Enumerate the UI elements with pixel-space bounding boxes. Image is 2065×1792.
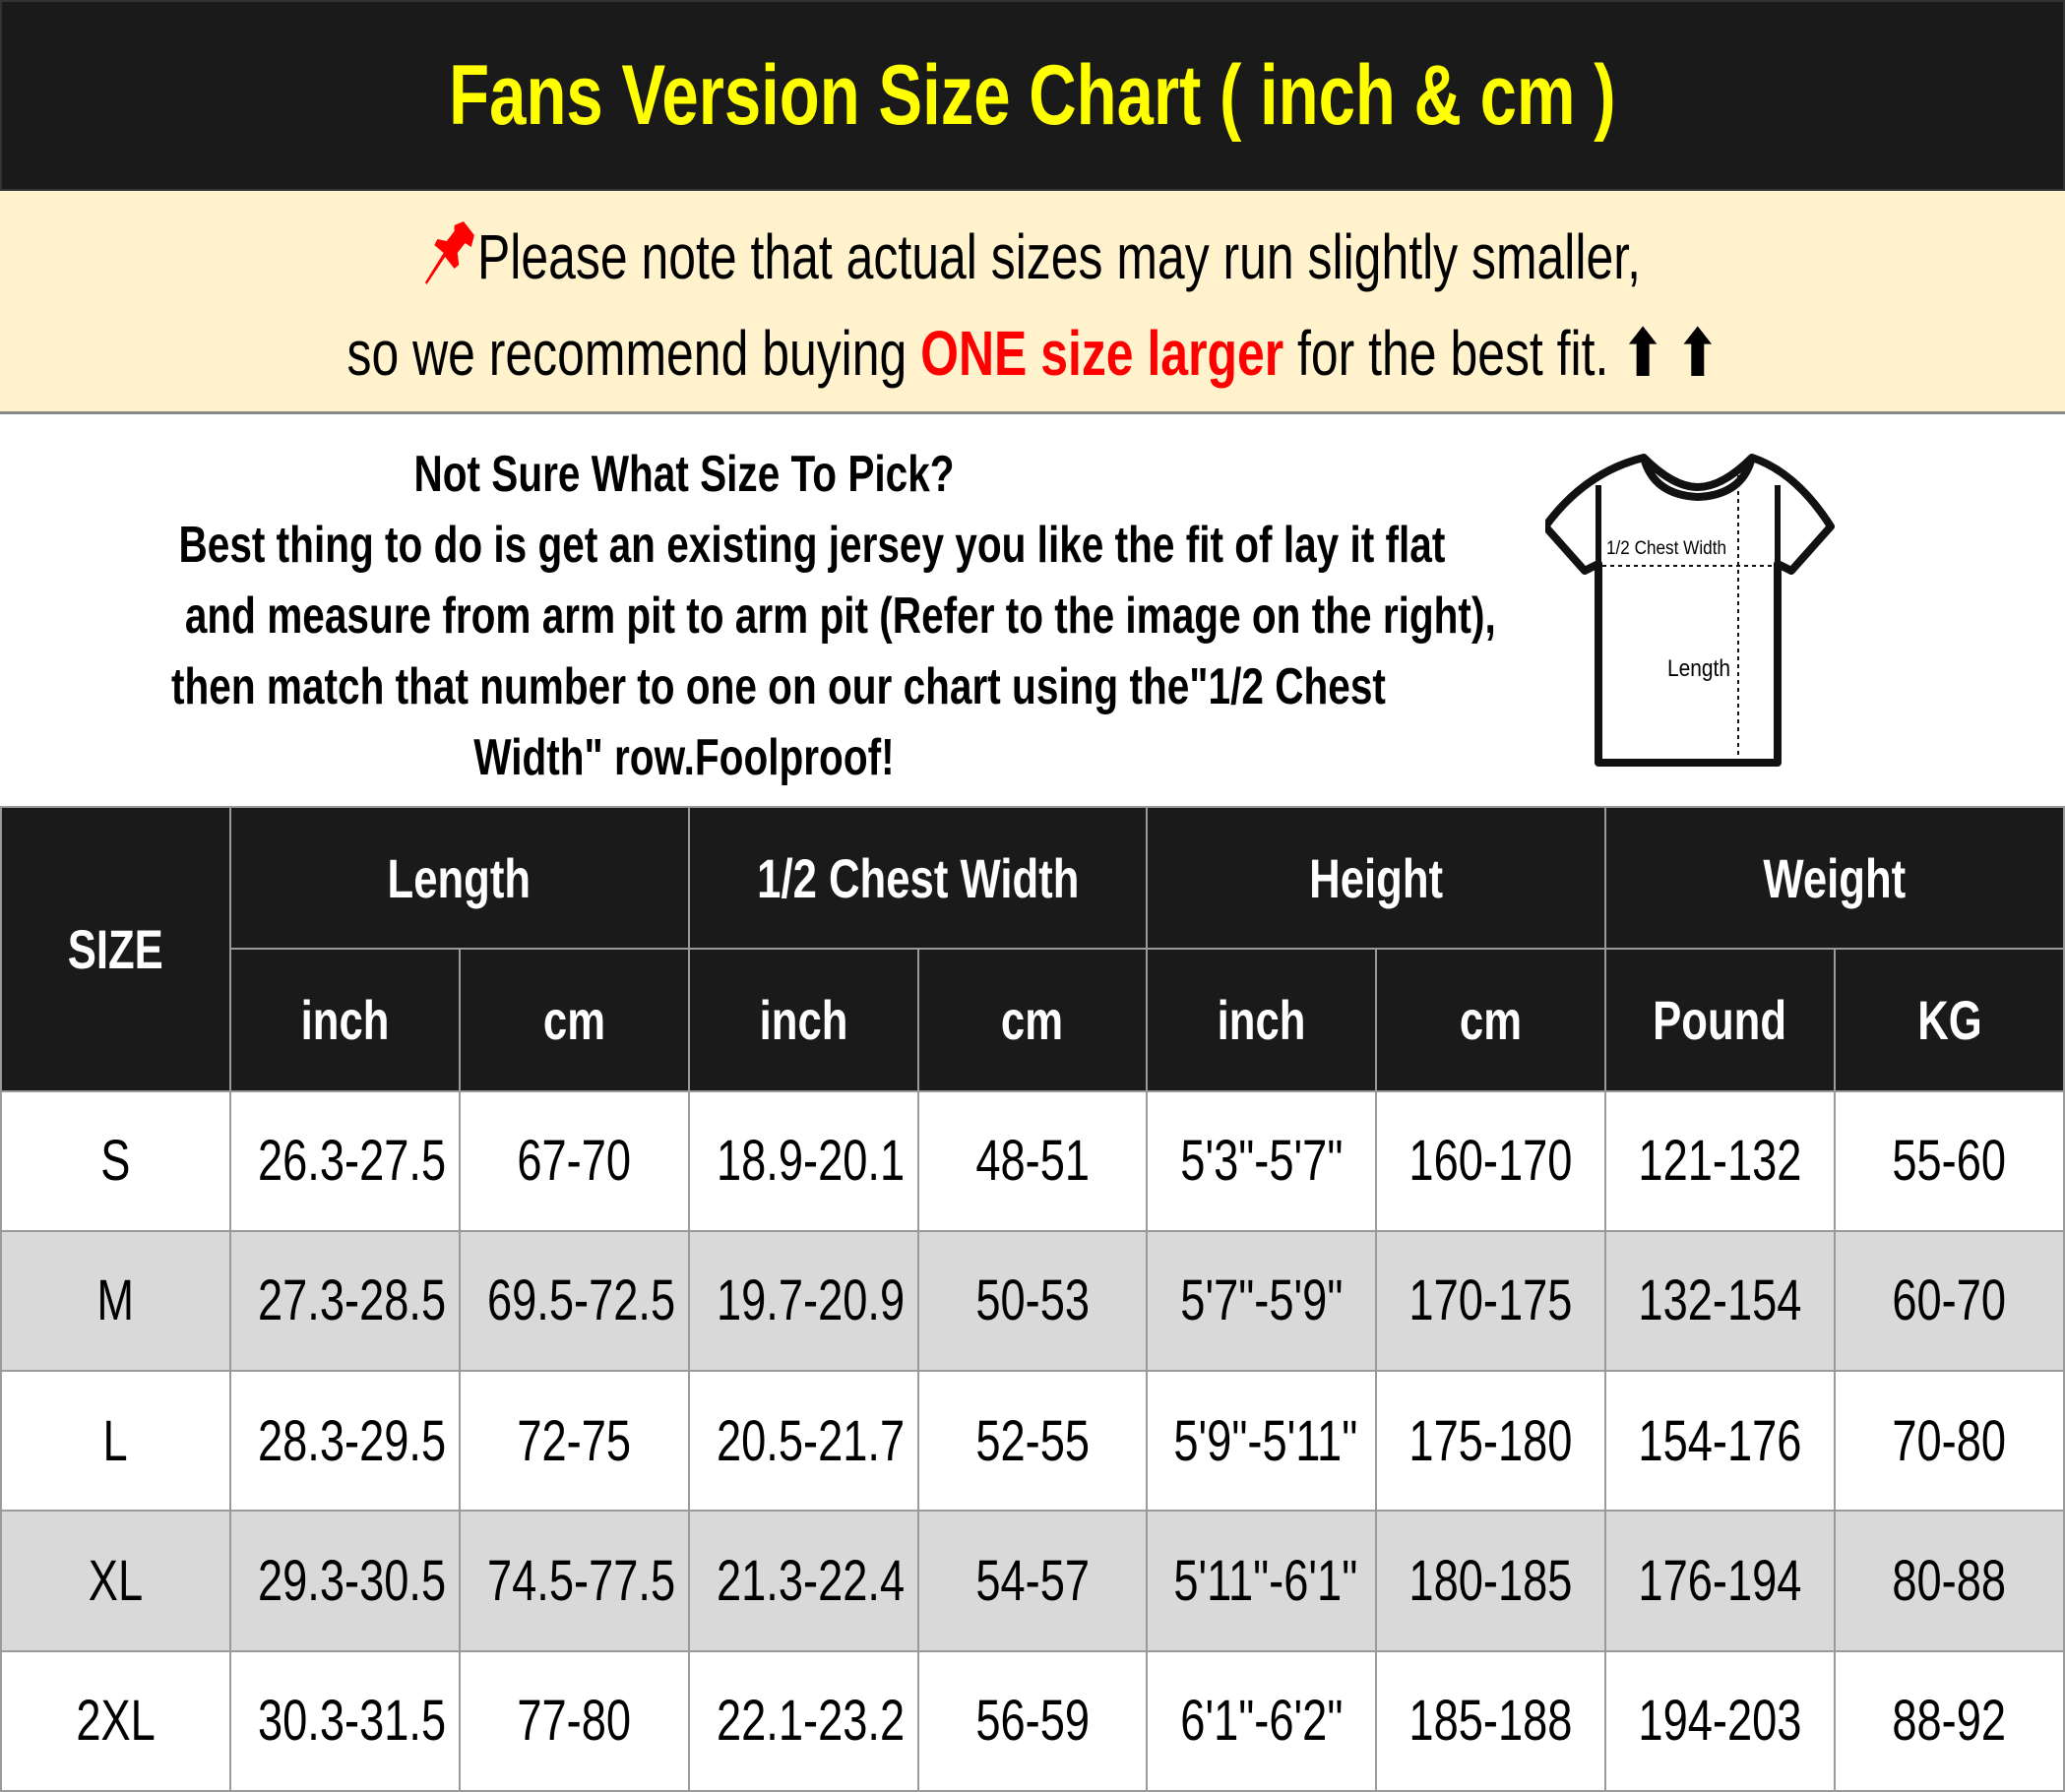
notice-line-2: so we recommend buying <box>346 318 921 389</box>
tshirt-diagram-icon: 1/2 Chest Width Length <box>1545 454 1835 767</box>
unit-header: inch <box>1146 948 1378 1092</box>
table-cell: 160-170 <box>1375 1089 1607 1232</box>
table-cell: 67-70 <box>458 1089 690 1232</box>
table-cell: 19.7-20.9 <box>687 1229 919 1373</box>
table-cell: 6'1"-6'2" <box>1146 1649 1378 1792</box>
table-cell: 52-55 <box>916 1370 1149 1513</box>
unit-header: inch <box>687 948 919 1092</box>
table-row: XL 29.3-30.5 74.5-77.5 21.3-22.4 54-57 5'11"-… <box>0 1510 2065 1652</box>
table-cell: 5'11"-6'1" <box>1146 1510 1378 1652</box>
table-row: S 26.3-27.5 67-70 18.9-20.1 48-51 5'3"-5'7" 16… <box>0 1089 2065 1232</box>
notice-line-1: Please note that actual sizes may run sl… <box>477 221 1642 292</box>
table-cell: 55-60 <box>1834 1089 2065 1232</box>
unit-header: Pound <box>1604 948 1836 1092</box>
unit-header: inch <box>228 948 461 1092</box>
diagram-chest-label: 1/2 Chest Width <box>1606 538 1726 559</box>
table-cell: 29.3-30.5 <box>228 1510 461 1652</box>
table-cell: 18.9-20.1 <box>687 1089 919 1232</box>
unit-header: KG <box>1834 948 2065 1092</box>
fit-guide-line: then match that number to one on our cha… <box>171 658 1386 715</box>
size-cell: L <box>0 1370 231 1513</box>
table-cell: 88-92 <box>1834 1649 2065 1792</box>
up-arrows-icon: ⬆ ⬆ <box>1622 318 1719 389</box>
fit-guide-line: Width" row.Foolproof! <box>473 729 895 786</box>
table-cell: 77-80 <box>458 1649 690 1792</box>
fit-guide-heading: Not Sure What Size To Pick? <box>413 446 955 503</box>
size-cell: 2XL <box>0 1649 231 1792</box>
table-header-row: SIZE Length 1/2 Chest Width Height Weigh… <box>0 805 2065 1092</box>
table-cell: 30.3-31.5 <box>228 1649 461 1792</box>
diagram-length-label: Length <box>1667 655 1730 682</box>
group-header: Weight <box>1604 805 2065 951</box>
table-cell: 154-176 <box>1604 1370 1836 1513</box>
table-cell: 69.5-72.5 <box>458 1229 690 1373</box>
group-header: Length <box>228 805 690 951</box>
unit-header: cm <box>916 948 1149 1092</box>
page-title: Fans Version Size Chart ( inch & cm ) <box>449 47 1616 143</box>
table-row: 2XL 30.3-31.5 77-80 22.1-23.2 56-59 6'1"-6'2"… <box>0 1649 2065 1792</box>
table-cell: 194-203 <box>1604 1649 1836 1792</box>
table-cell: 5'9"-5'11" <box>1146 1370 1378 1513</box>
notice-line-2-end: for the best fit. <box>1283 318 1609 389</box>
table-cell: 22.1-23.2 <box>687 1649 919 1792</box>
fit-guide-line: Best thing to do is get an existing jers… <box>178 517 1446 574</box>
table-cell: 48-51 <box>916 1089 1149 1232</box>
title-banner: Fans Version Size Chart ( inch & cm ) <box>0 0 2065 191</box>
table-cell: 5'7"-5'9" <box>1146 1229 1378 1373</box>
fit-guide-line: and measure from arm pit to arm pit (Ref… <box>184 587 1496 645</box>
unit-header: cm <box>458 948 690 1092</box>
table-cell: 70-80 <box>1834 1370 2065 1513</box>
table-cell: 185-188 <box>1375 1649 1607 1792</box>
table-cell: 50-53 <box>916 1229 1149 1373</box>
notice-banner: Please note that actual sizes may run sl… <box>0 191 2065 414</box>
table-cell: 170-175 <box>1375 1229 1607 1373</box>
pushpin-icon <box>425 221 475 284</box>
table-cell: 20.5-21.7 <box>687 1370 919 1513</box>
group-header: 1/2 Chest Width <box>687 805 1149 951</box>
size-cell: XL <box>0 1510 231 1652</box>
table-cell: 54-57 <box>916 1510 1149 1652</box>
table-cell: 27.3-28.5 <box>228 1229 461 1373</box>
unit-header-row: inch cm inch cm inch cm Pound KG <box>1 948 2065 1092</box>
table-cell: 121-132 <box>1604 1089 1836 1232</box>
table-cell: 72-75 <box>458 1370 690 1513</box>
table-cell: 5'3"-5'7" <box>1146 1089 1378 1232</box>
table-cell: 56-59 <box>916 1649 1149 1792</box>
unit-header: cm <box>1375 948 1607 1092</box>
size-cell: S <box>0 1089 231 1232</box>
size-header: SIZE <box>0 806 231 1092</box>
table-cell: 175-180 <box>1375 1370 1607 1513</box>
table-cell: 60-70 <box>1834 1229 2065 1373</box>
table-cell: 180-185 <box>1375 1510 1607 1652</box>
notice-highlight: ONE size larger <box>920 318 1284 389</box>
table-cell: 21.3-22.4 <box>687 1510 919 1652</box>
table-cell: 74.5-77.5 <box>458 1510 690 1652</box>
size-table: SIZE Length 1/2 Chest Width Height Weigh… <box>0 805 2065 1792</box>
table-row: L 28.3-29.5 72-75 20.5-21.7 52-55 5'9"-5'11" 1… <box>0 1370 2065 1513</box>
table-cell: 176-194 <box>1604 1510 1836 1652</box>
size-cell: M <box>0 1229 231 1373</box>
table-cell: 132-154 <box>1604 1229 1836 1373</box>
table-row: M 27.3-28.5 69.5-72.5 19.7-20.9 50-53 5'7"-5'… <box>0 1229 2065 1373</box>
group-header: Height <box>1146 805 1607 951</box>
table-cell: 26.3-27.5 <box>228 1089 461 1232</box>
table-cell: 28.3-29.5 <box>228 1370 461 1513</box>
table-cell: 80-88 <box>1834 1510 2065 1652</box>
